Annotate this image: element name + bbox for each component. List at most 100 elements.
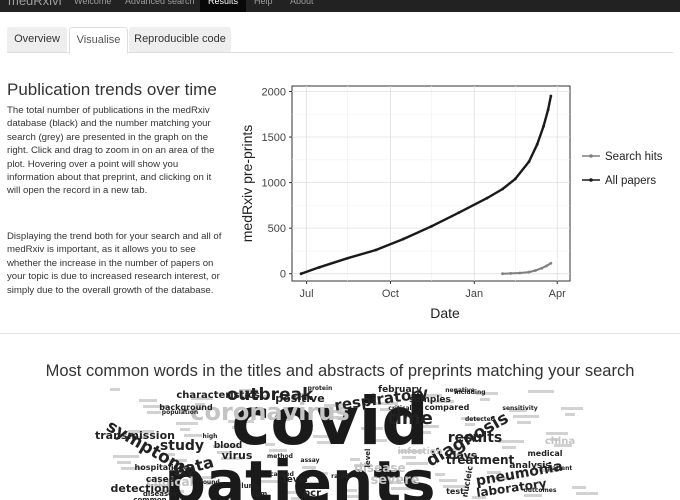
- x-tick-label: Jan: [465, 288, 483, 300]
- trends-explanation: Displaying the trend both for your searc…: [7, 231, 222, 296]
- section-divider: [0, 333, 680, 334]
- data-point[interactable]: [374, 248, 378, 252]
- filler-word: [228, 420, 254, 423]
- filler-word: [361, 427, 383, 430]
- wordcloud-word: detection: [111, 482, 170, 495]
- data-point[interactable]: [346, 256, 349, 260]
- wordcloud-word: study: [160, 438, 204, 454]
- filler-word: [180, 428, 190, 431]
- data-point[interactable]: [513, 177, 517, 181]
- data-point[interactable]: [549, 94, 553, 98]
- wordcloud-word: test: [446, 487, 464, 496]
- navbar: medRxivr Welcome Advanced search Results…: [0, 0, 680, 12]
- wordcloud-word: including: [454, 389, 485, 396]
- data-point[interactable]: [546, 108, 550, 112]
- nav-results[interactable]: Results: [200, 0, 247, 12]
- filler-word: [221, 457, 243, 460]
- wordcloud-word: population: [162, 409, 198, 416]
- trends-description: The total number of publications in the …: [7, 105, 215, 197]
- data-point[interactable]: [457, 211, 461, 215]
- filler-word: [480, 398, 490, 401]
- wordcloud-word: sensitivity: [502, 405, 537, 412]
- filler-word: [439, 479, 457, 482]
- filler-word: [147, 411, 161, 414]
- filler-word: [169, 459, 187, 462]
- filler-word: [258, 480, 284, 483]
- y-tick-label: 0: [280, 269, 286, 281]
- brand-logo[interactable]: medRxivr: [8, 0, 63, 8]
- filler-word: [487, 471, 501, 474]
- y-tick-label: 1500: [262, 132, 286, 144]
- data-point[interactable]: [527, 160, 531, 164]
- filler-word: [254, 474, 272, 477]
- data-point[interactable]: [501, 187, 504, 191]
- filler-word: [435, 473, 445, 476]
- filler-word: [576, 492, 598, 495]
- wordcloud-word: coronavirus: [190, 398, 349, 426]
- data-point[interactable]: [518, 271, 522, 275]
- wordcloud-word: assay: [301, 457, 320, 464]
- filler-word: [354, 464, 372, 467]
- filler-word: [402, 456, 416, 459]
- wordcloud-word: analysis: [509, 461, 550, 471]
- data-point[interactable]: [509, 272, 513, 275]
- data-point[interactable]: [535, 142, 539, 146]
- y-tick-label: 1000: [262, 178, 286, 190]
- filler-word: [369, 439, 387, 442]
- data-point[interactable]: [544, 264, 548, 268]
- x-axis-label: Date: [430, 305, 460, 321]
- wordcloud-word: outcomes: [524, 487, 557, 494]
- filler-word: [295, 393, 305, 396]
- data-point[interactable]: [549, 261, 553, 265]
- data-point[interactable]: [401, 237, 405, 241]
- filler-word: [554, 444, 572, 447]
- wordcloud-word: high: [203, 433, 218, 440]
- nav-advanced-search[interactable]: Advanced search: [125, 0, 195, 6]
- wordcloud-word: negative: [445, 387, 475, 394]
- nav-welcome[interactable]: Welcome: [74, 0, 112, 6]
- filler-word: [454, 454, 472, 457]
- data-point[interactable]: [485, 196, 489, 200]
- filler-word: [476, 392, 498, 395]
- wordcloud-word: fever: [283, 475, 310, 485]
- filler-word: [139, 399, 157, 402]
- data-point[interactable]: [540, 266, 544, 270]
- filler-word: [110, 388, 120, 391]
- filler-word: [428, 400, 454, 403]
- filler-word: [350, 458, 360, 461]
- tab-reproducible-code[interactable]: Reproducible code: [129, 27, 231, 52]
- wordcloud-word: critical: [388, 405, 411, 412]
- data-point[interactable]: [299, 272, 303, 276]
- filler-word: [287, 491, 301, 494]
- wordcloud-word: diseases: [143, 490, 177, 498]
- legend-key-point: [589, 178, 593, 182]
- filler-word: [387, 481, 401, 484]
- publication-trends-chart[interactable]: 0 500 1000 1500 2000 Jul Oct Jan Apr Date medRxiv …: [238, 78, 678, 324]
- data-point[interactable]: [542, 124, 545, 128]
- wordcloud-word: transmission: [95, 429, 175, 442]
- data-point[interactable]: [317, 265, 321, 269]
- data-point[interactable]: [533, 269, 537, 272]
- filler-word: [165, 453, 175, 456]
- data-point[interactable]: [527, 270, 531, 274]
- filler-word: [509, 409, 527, 412]
- filler-word: [398, 450, 424, 453]
- data-point[interactable]: [430, 224, 433, 228]
- nav-about[interactable]: About: [290, 0, 314, 6]
- tab-overview[interactable]: Overview: [7, 27, 67, 52]
- wordcloud-word: caused: [270, 471, 294, 478]
- plot-panel[interactable]: [291, 85, 571, 282]
- filler-word: [117, 461, 131, 464]
- filler-word: [524, 494, 542, 497]
- wordcloud-word: treatment: [446, 453, 515, 467]
- filler-word: [132, 436, 146, 439]
- filler-word: [324, 404, 342, 407]
- wordcloud-word: patients: [164, 448, 435, 500]
- data-point[interactable]: [501, 272, 504, 276]
- filler-word: [239, 389, 257, 392]
- nav-help[interactable]: Help: [254, 0, 273, 6]
- filler-word: [191, 397, 213, 400]
- tab-visualise[interactable]: Visualise: [69, 27, 128, 54]
- filler-word: [550, 438, 560, 441]
